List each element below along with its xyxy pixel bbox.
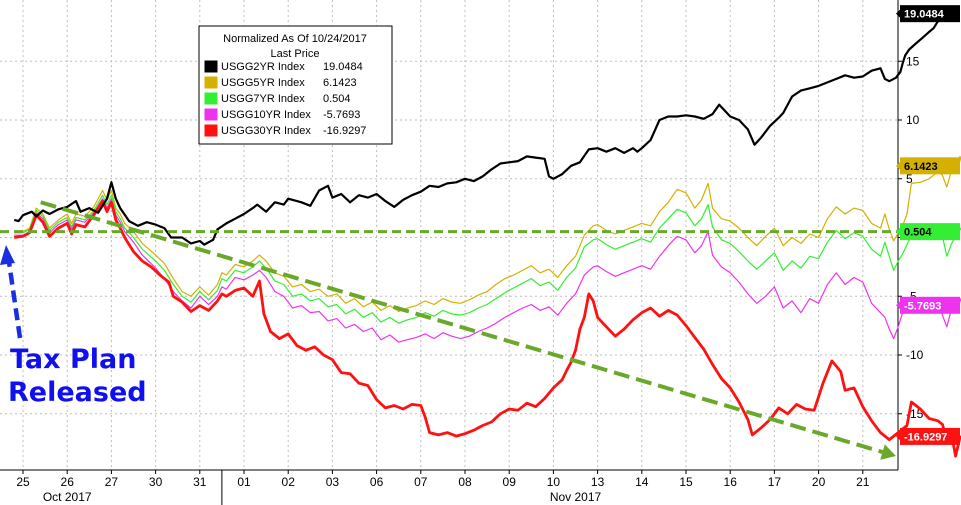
axes: [0, 0, 899, 505]
y-tick-label: 10: [906, 113, 920, 127]
x-tick-label: 14: [635, 475, 649, 489]
x-tick-label: 01: [237, 475, 251, 489]
x-tick-label: 15: [679, 475, 693, 489]
last-label-pointer: [896, 301, 900, 310]
last-label-bg: [900, 5, 960, 23]
month-label: Nov 2017: [550, 490, 602, 504]
legend-series-name: USGG2YR Index: [221, 61, 305, 73]
legend-box: [198, 25, 393, 145]
series-line-usgg2yr-index: [13, 12, 952, 246]
x-tick-label: 10: [547, 475, 561, 489]
legend-series-value: -5.7693: [323, 109, 360, 121]
y-tick-label: -10: [906, 348, 924, 362]
trend-arrow-shaft: [40, 200, 884, 454]
legend-swatch: [204, 92, 218, 105]
legend-swatch: [204, 60, 218, 73]
last-value-labels: 19.0484 6.1423 0.504 -5.7693 -16.9297: [896, 5, 960, 445]
series-line-usgg10yr-index: [14, 198, 961, 343]
x-tick-label: 20: [812, 475, 826, 489]
x-tick-label: 26: [61, 475, 75, 489]
annotation-arrow-head: [0, 245, 15, 265]
series-line-usgg5yr-index: [14, 155, 961, 313]
last-value-label: -5.7693: [904, 300, 941, 312]
legend: Normalized As Of 10/24/2017 Last Price U…: [198, 25, 393, 145]
last-label-pointer: [896, 227, 900, 236]
legend-swatch: [204, 76, 218, 89]
x-tick-label: 13: [591, 475, 605, 489]
annotation-line2: Released: [8, 377, 147, 408]
legend-swatch: [204, 124, 218, 137]
last-label-bg: [900, 223, 960, 241]
last-label-bg: [900, 427, 960, 445]
y-tick-label: 5: [906, 172, 913, 186]
legend-series-name: USGG10YR Index: [221, 109, 311, 121]
legend-series-value: -16.9297: [323, 125, 366, 137]
legend-series-name: USGG5YR Index: [221, 77, 305, 89]
x-tick-label: 06: [370, 475, 384, 489]
annotation-line1: Tax Plan: [10, 344, 136, 375]
legend-subtitle: Last Price: [271, 48, 320, 60]
x-tick-label: 08: [458, 475, 472, 489]
legend-series-name: USGG30YR Index: [221, 125, 311, 137]
legend-rows: USGG2YR Index 19.0484 USGG5YR Index 6.1423 U…: [204, 60, 366, 137]
x-tick-label: 21: [856, 475, 870, 489]
x-tick-label: 03: [326, 475, 340, 489]
last-value-label: 0.504: [904, 227, 932, 239]
last-label-bg: [900, 296, 960, 314]
month-labels: Oct 2017 Nov 2017: [43, 490, 602, 504]
legend-title: Normalized As Of 10/24/2017: [223, 33, 367, 45]
x-tick-labels: 25 26 27 30 31 01 02 03 06 07 08 09 10 13 14 15 16 17 20 21: [16, 470, 870, 489]
annotation-arrow-shaft: [6, 261, 23, 339]
x-tick-label: 30: [149, 475, 163, 489]
last-label-bg: [900, 157, 960, 175]
legend-swatch: [204, 108, 218, 121]
last-label-pointer: [896, 432, 900, 441]
x-tick-label: 27: [105, 475, 119, 489]
x-tick-label: 07: [414, 475, 428, 489]
series-line-usgg30yr-index: [14, 199, 961, 458]
last-value-label: 19.0484: [904, 9, 945, 21]
last-value-label: -16.9297: [904, 431, 947, 443]
annotation-arrow: [0, 245, 23, 339]
series-line-usgg7yr-index: [14, 194, 961, 324]
tax-plan-annotation: Tax Plan Released: [0, 245, 147, 408]
trend-arrow-head: [880, 444, 896, 460]
x-tick-label: 17: [768, 475, 782, 489]
month-label: Oct 2017: [43, 490, 92, 504]
last-label-pointer: [896, 161, 900, 170]
x-tick-label: 25: [16, 475, 30, 489]
legend-series-name: USGG7YR Index: [221, 93, 305, 105]
legend-series-value: 6.1423: [323, 77, 357, 89]
legend-series-value: 19.0484: [323, 61, 363, 73]
x-tick-label: 09: [503, 475, 517, 489]
legend-series-value: 0.504: [323, 93, 351, 105]
series-lines: [13, 12, 961, 458]
x-tick-label: 16: [724, 475, 738, 489]
last-value-label: 6.1423: [904, 161, 938, 173]
last-label-pointer: [896, 9, 900, 18]
trend-arrow: [40, 200, 896, 460]
x-tick-label: 31: [193, 475, 207, 489]
x-tick-label: 02: [282, 475, 296, 489]
y-tick-label: 15: [906, 54, 920, 68]
